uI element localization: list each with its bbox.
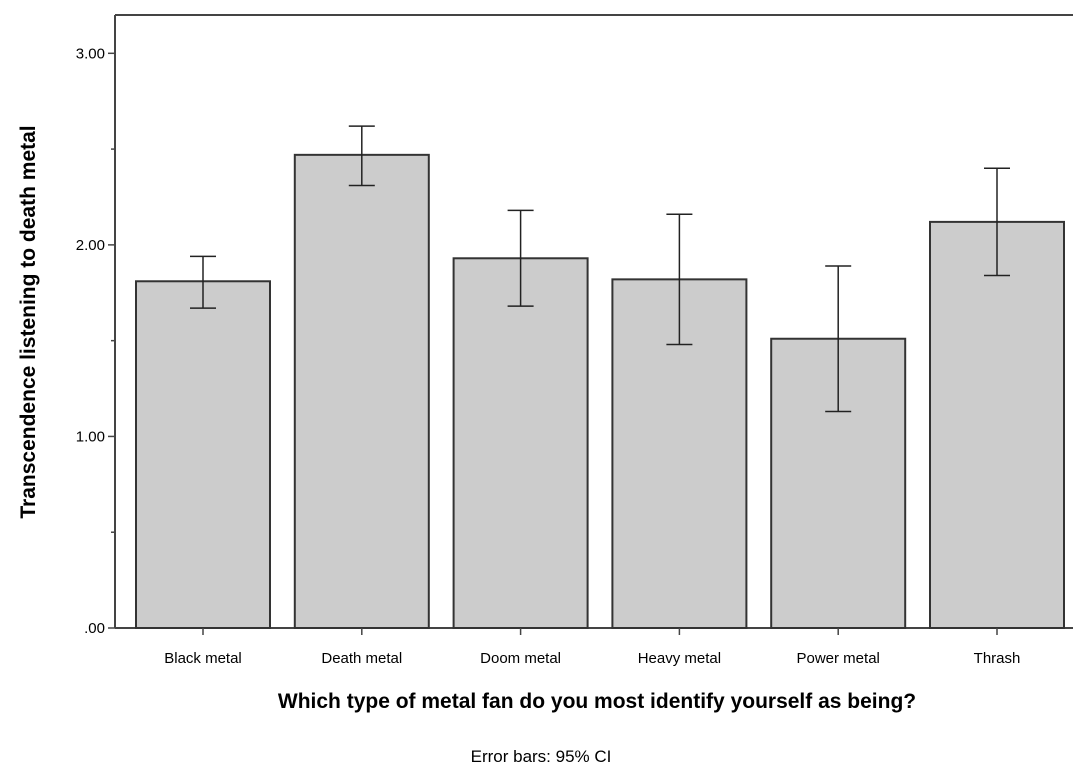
bar-thrash bbox=[929, 220, 1065, 629]
y-ticks-group: .00 1.00 2.00 3.00 bbox=[76, 45, 115, 637]
x-axis-label: Which type of metal fan do you most iden… bbox=[278, 690, 916, 713]
bar-black-metal bbox=[135, 280, 271, 629]
bars-group bbox=[135, 153, 1065, 629]
x-tick-label: Death metal bbox=[321, 650, 402, 667]
bar-death-metal bbox=[293, 153, 430, 629]
x-tick-label: Black metal bbox=[164, 650, 242, 667]
x-ticks-group: Black metal Death metal Doom metal Heavy me… bbox=[164, 628, 1020, 667]
error-bars-group bbox=[190, 125, 1010, 413]
x-tick-label: Heavy metal bbox=[638, 650, 721, 667]
y-tick-label: 1.00 bbox=[76, 428, 105, 445]
x-tick-label: Thrash bbox=[974, 650, 1021, 667]
y-tick-label: 2.00 bbox=[76, 237, 105, 254]
y-tick-label: .00 bbox=[84, 620, 105, 637]
y-axis-label: Transcendence listening to death metal bbox=[17, 125, 40, 518]
plot-area bbox=[114, 14, 1073, 629]
bar-doom-metal bbox=[452, 257, 589, 629]
x-tick-label: Power metal bbox=[797, 650, 880, 667]
y-tick-label: 3.00 bbox=[76, 45, 105, 62]
error-bar-note: Error bars: 95% CI bbox=[471, 747, 612, 766]
x-tick-label: Doom metal bbox=[480, 650, 561, 667]
